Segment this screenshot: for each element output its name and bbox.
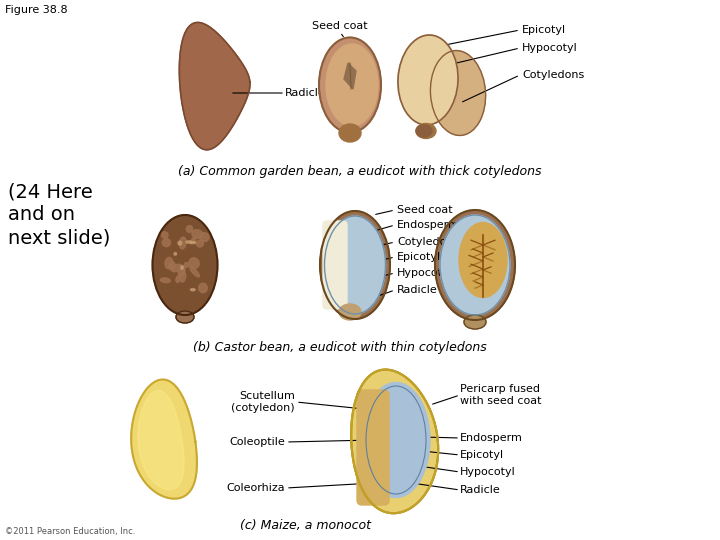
Ellipse shape [176,311,194,323]
Text: Hypocotyl: Hypocotyl [460,467,516,477]
Text: (a) Common garden bean, a eudicot with thick cotyledons: (a) Common garden bean, a eudicot with t… [179,165,541,179]
Ellipse shape [326,44,378,126]
Text: Cotyledons: Cotyledons [397,237,459,247]
Ellipse shape [171,264,182,272]
Polygon shape [344,63,356,89]
Ellipse shape [161,278,170,282]
Text: (24 Here
and on
next slide): (24 Here and on next slide) [8,182,110,248]
Polygon shape [179,23,250,150]
Ellipse shape [325,216,385,314]
Ellipse shape [362,382,430,497]
Text: Seed coat: Seed coat [312,21,368,31]
Text: (c) Maize, a monocot: (c) Maize, a monocot [240,519,371,532]
Text: Endosperm: Endosperm [460,433,523,443]
Ellipse shape [179,237,186,249]
Ellipse shape [186,241,192,243]
Ellipse shape [178,266,185,276]
Ellipse shape [174,253,176,255]
Ellipse shape [435,210,515,320]
Ellipse shape [190,238,196,244]
Ellipse shape [464,315,486,329]
Text: (b) Castor bean, a eudicot with thin cotyledons: (b) Castor bean, a eudicot with thin cot… [193,341,487,354]
Ellipse shape [176,275,180,282]
Text: Figure 38.8: Figure 38.8 [5,5,68,15]
Ellipse shape [398,35,458,125]
Ellipse shape [199,283,207,293]
Polygon shape [131,380,197,499]
Text: Radicle: Radicle [397,285,438,295]
FancyBboxPatch shape [323,221,347,309]
Ellipse shape [165,258,173,269]
Ellipse shape [431,51,485,136]
Polygon shape [138,390,184,490]
Ellipse shape [319,37,381,132]
Text: Radicle: Radicle [285,88,325,98]
Ellipse shape [184,262,189,267]
Ellipse shape [339,124,361,142]
Ellipse shape [168,262,175,269]
Text: Scutellum
(cotyledon): Scutellum (cotyledon) [231,391,295,413]
Ellipse shape [153,215,217,315]
Text: Coleoptile: Coleoptile [229,437,285,447]
FancyBboxPatch shape [357,390,389,505]
Ellipse shape [190,267,199,277]
Ellipse shape [178,241,181,245]
Text: Seed coat: Seed coat [397,205,453,215]
Ellipse shape [191,288,195,291]
Text: Hypocotyl: Hypocotyl [397,268,453,278]
Text: Endosperm: Endosperm [397,220,460,230]
Ellipse shape [416,125,432,137]
Ellipse shape [186,226,192,232]
Text: Hypocotyl: Hypocotyl [522,43,577,53]
Text: ©2011 Pearson Education, Inc.: ©2011 Pearson Education, Inc. [5,527,135,536]
Ellipse shape [200,233,209,241]
Text: Pericarp fused
with seed coat: Pericarp fused with seed coat [460,384,541,406]
Ellipse shape [197,240,204,247]
Ellipse shape [161,232,168,238]
Text: Radicle: Radicle [460,485,500,495]
Ellipse shape [191,241,196,244]
Ellipse shape [162,239,171,247]
Polygon shape [351,369,438,513]
Ellipse shape [189,258,199,268]
Ellipse shape [181,266,184,269]
Ellipse shape [459,222,507,298]
Ellipse shape [320,211,390,319]
Text: Coleorhiza: Coleorhiza [226,483,285,493]
Text: Epicotyl: Epicotyl [460,450,504,460]
Text: Cotyledons: Cotyledons [522,70,584,80]
Ellipse shape [339,304,361,320]
Text: Epicotyl: Epicotyl [397,252,441,262]
Ellipse shape [440,215,510,315]
Ellipse shape [180,272,186,282]
Ellipse shape [192,230,202,238]
Ellipse shape [416,124,436,138]
Ellipse shape [366,386,426,494]
Text: Epicotyl: Epicotyl [522,25,566,35]
